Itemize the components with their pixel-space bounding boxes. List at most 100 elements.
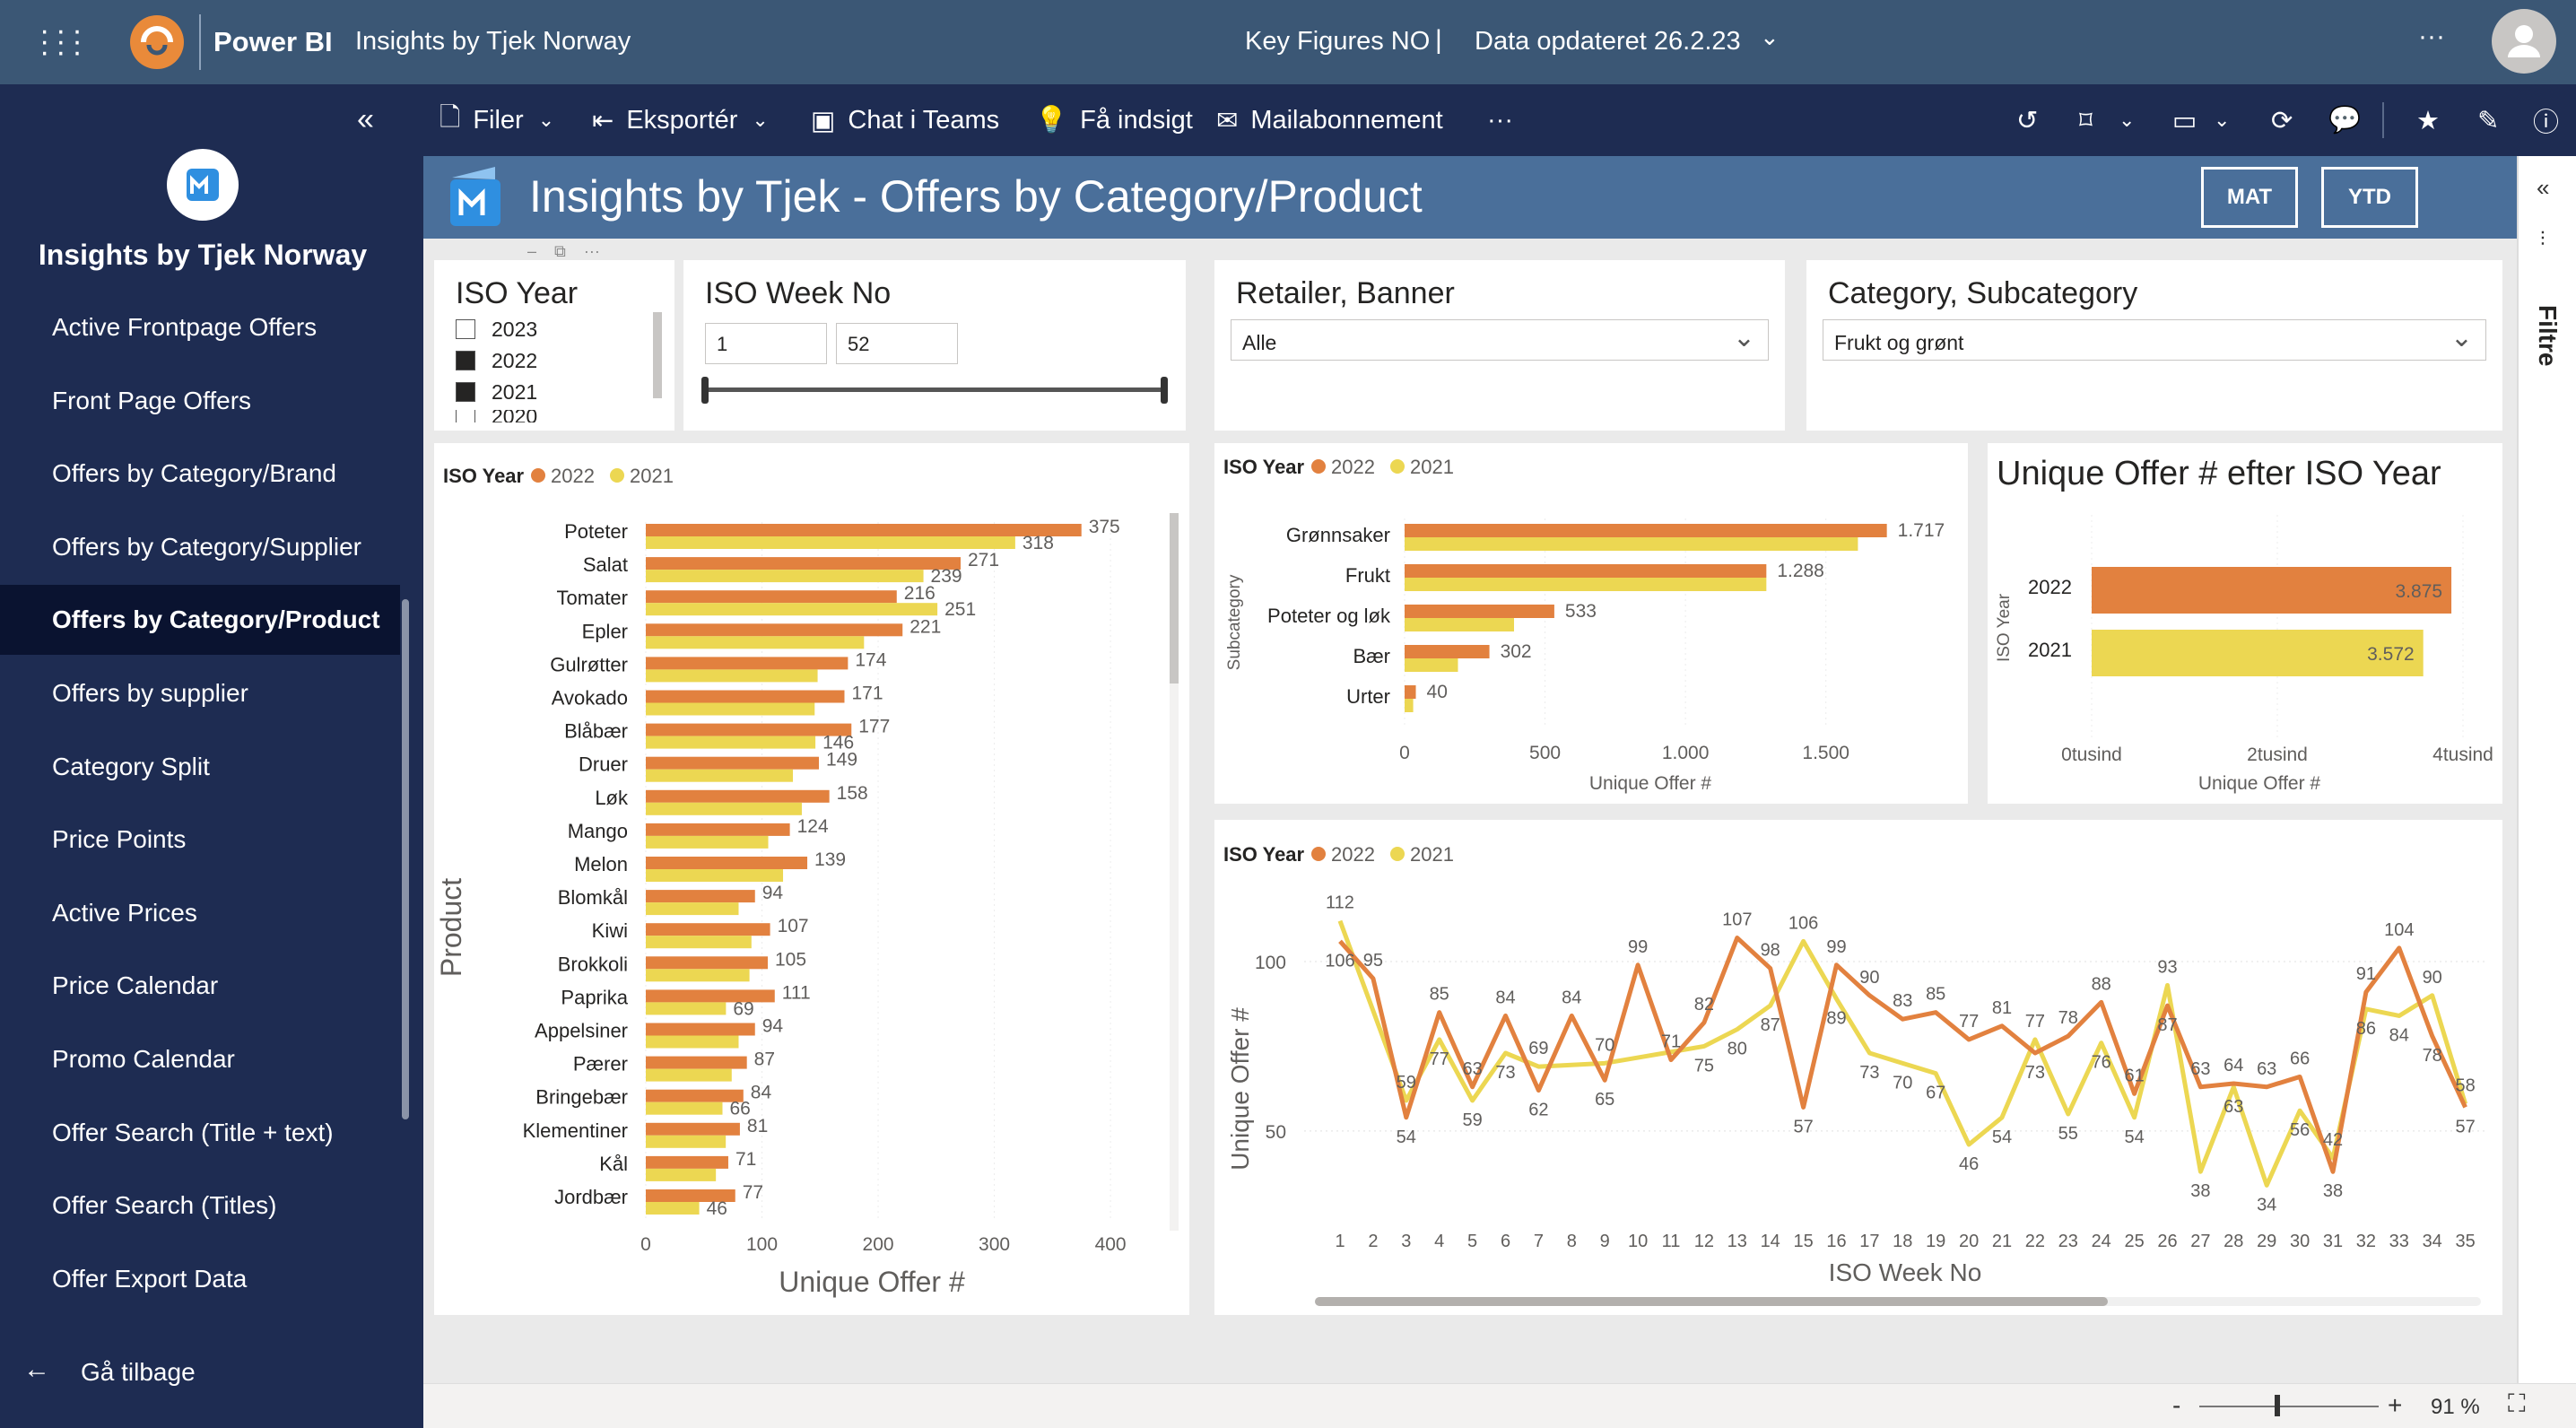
iso-year-option[interactable]: 2020: [456, 410, 537, 422]
reset-icon[interactable]: ↺: [2016, 106, 2039, 135]
workspace-name[interactable]: Insights by Tjek Norway: [355, 27, 631, 56]
expand-filters-icon[interactable]: «: [2537, 174, 2550, 201]
app-launcher-icon[interactable]: · · · · · · · · ·: [39, 13, 84, 69]
zoom-out-button[interactable]: -: [2172, 1391, 2181, 1419]
ytd-button[interactable]: YTD: [2321, 167, 2418, 228]
data-label: 63: [2190, 1059, 2210, 1079]
slicer-scrollbar[interactable]: [653, 312, 662, 398]
export-menu[interactable]: ⇤ Eksportér ⌄: [592, 84, 769, 156]
data-updated[interactable]: Data opdateret 26.2.23: [1475, 27, 1741, 56]
data-label: 174: [855, 649, 886, 670]
category-dropdown[interactable]: Frukt og grønt ⌄: [1823, 319, 2486, 361]
sidebar-item[interactable]: Offers by Category/Product: [0, 585, 400, 656]
checkbox[interactable]: [456, 319, 475, 339]
back-arrow-icon[interactable]: ←: [23, 1354, 50, 1384]
data-label: 71: [1661, 1032, 1681, 1052]
iso-year-option[interactable]: 2022: [456, 347, 537, 374]
x-tick-label: 20: [1959, 1232, 1979, 1251]
week-to-input[interactable]: 52: [836, 323, 958, 364]
category-label: Avokado: [552, 687, 628, 710]
collapse-nav-icon[interactable]: «: [357, 102, 374, 136]
sidebar-item[interactable]: Active Frontpage Offers: [52, 313, 318, 341]
data-label: 107: [778, 916, 809, 936]
mat-button[interactable]: MAT: [2201, 167, 2298, 228]
zoom-slider-handle[interactable]: [2275, 1395, 2280, 1416]
bar-2022: [646, 657, 849, 670]
chevron-down-icon[interactable]: ⌄: [1760, 23, 1780, 50]
category-label: Bringebær: [535, 1086, 628, 1109]
sidebar-item[interactable]: Promo Calendar: [52, 1045, 235, 1073]
product-chart-card: ISO Year 2022 2021 0 100 200 300 400 Unique Offe…: [434, 443, 1189, 1315]
lightbulb-icon: 💡: [1035, 106, 1068, 135]
teams-chat-button[interactable]: ▣ Chat i Teams: [811, 84, 999, 156]
view-icon[interactable]: ▭: [2172, 106, 2197, 135]
line-chart-hscroll-thumb[interactable]: [1315, 1297, 2108, 1306]
teams-label: Chat i Teams: [848, 105, 1000, 135]
bar-2022: [1405, 524, 1887, 537]
chart-scroll-thumb: [1170, 513, 1179, 684]
line-chart-hscrollbar[interactable]: [1315, 1297, 2481, 1306]
go-back-link[interactable]: Gå tilbage: [81, 1358, 196, 1386]
iso-year-option[interactable]: 2021: [456, 379, 537, 405]
comment-icon[interactable]: 💬: [2328, 106, 2362, 135]
y-axis-title: Subcategory: [1225, 574, 1244, 670]
x-axis-title: Unique Offer #: [779, 1266, 965, 1298]
insights-button[interactable]: 💡 Få indsigt: [1035, 84, 1193, 156]
data-label: 86: [2356, 1019, 2376, 1039]
sidebar-item[interactable]: Offers by Category/Supplier: [52, 532, 361, 561]
data-label: 34: [2257, 1195, 2276, 1215]
retailer-slicer: Retailer, Banner Alle ⌄: [1214, 260, 1785, 431]
app-name[interactable]: Power BI: [213, 26, 333, 57]
file-menu[interactable]: 🗋 Filer ⌄: [439, 84, 554, 156]
filter-pane[interactable]: « ⫶ Filtre: [2517, 156, 2576, 1383]
week-range-end-handle[interactable]: [1161, 377, 1168, 404]
data-label: 171: [851, 684, 883, 704]
iso-year-option[interactable]: 2023: [456, 316, 537, 343]
info-icon[interactable]: ⓘ: [2533, 109, 2560, 137]
sidebar-item[interactable]: Category Split: [52, 752, 210, 780]
sidebar-scrollbar[interactable]: [402, 599, 409, 1119]
x-tick-label: 33: [2389, 1232, 2409, 1251]
bar-2022: [646, 623, 903, 637]
sidebar-item[interactable]: Offer Export Data: [52, 1264, 248, 1293]
more-options-icon[interactable]: ···: [2418, 22, 2445, 51]
sidebar-item[interactable]: Offers by Category/Brand: [52, 459, 336, 488]
sidebar-item[interactable]: Front Page Offers: [52, 386, 252, 414]
fit-to-page-icon[interactable]: ⛶: [2508, 1389, 2526, 1417]
y-axis-title: Unique Offer #: [1226, 1007, 1254, 1171]
category-label: Grønnsaker: [1286, 524, 1390, 546]
category-label: Poteter og løk: [1267, 605, 1391, 627]
checkbox[interactable]: [456, 410, 475, 422]
checkbox[interactable]: [456, 351, 475, 370]
sidebar-item[interactable]: Offers by supplier: [52, 679, 248, 707]
file-icon: 🗋: [439, 102, 461, 132]
avatar[interactable]: [2492, 9, 2556, 74]
x-tick-label: 35: [2455, 1232, 2475, 1251]
subscribe-button[interactable]: ✉ Mailabonnement: [1216, 84, 1443, 156]
week-range-start-handle[interactable]: [701, 377, 709, 404]
slicer-header-tools[interactable]: – ⧉ ···: [527, 242, 600, 260]
legend-title: ISO Year: [443, 465, 525, 487]
more-options-icon[interactable]: ···: [1487, 105, 1513, 135]
chevron-down-icon[interactable]: ⌄: [2214, 109, 2231, 131]
retailer-dropdown[interactable]: Alle ⌄: [1231, 319, 1769, 361]
bar-2021: [646, 835, 769, 849]
bookmark-icon[interactable]: ⌑: [2079, 106, 2093, 135]
refresh-icon[interactable]: ⟳: [2271, 106, 2293, 135]
zoom-slider-track[interactable]: [2199, 1406, 2379, 1407]
edit-pencil-icon[interactable]: ✎: [2477, 106, 2500, 135]
sidebar-item[interactable]: Price Points: [52, 825, 187, 854]
bar-2021: [646, 636, 865, 649]
sidebar-item[interactable]: Offer Search (Title + text): [52, 1118, 334, 1146]
x-tick-label: 0: [1399, 743, 1410, 763]
checkbox[interactable]: [456, 382, 475, 402]
data-label: 90: [2423, 968, 2442, 988]
week-from-input[interactable]: 1: [705, 323, 827, 364]
sidebar-item[interactable]: Active Prices: [52, 898, 197, 927]
favorite-star-icon[interactable]: ★: [2416, 106, 2440, 135]
sidebar-item[interactable]: Offer Search (Titles): [52, 1191, 277, 1220]
sidebar-item[interactable]: Price Calendar: [52, 971, 219, 1000]
chevron-down-icon[interactable]: ⌄: [2119, 109, 2136, 131]
zoom-in-button[interactable]: +: [2388, 1391, 2403, 1419]
legend-title: ISO Year: [1223, 456, 1305, 478]
